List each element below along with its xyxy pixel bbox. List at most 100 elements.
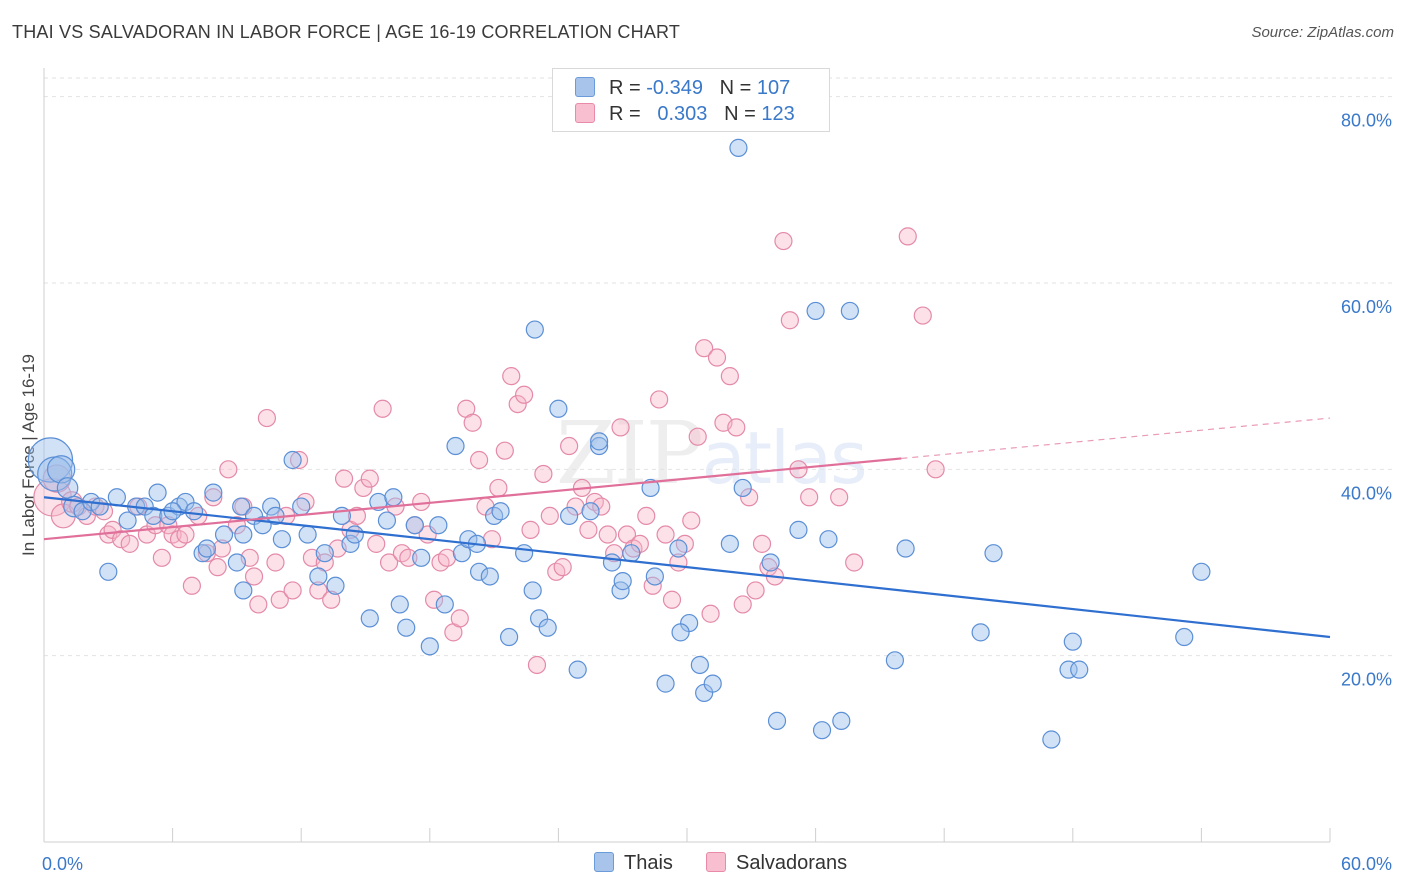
bottom-legend-label-thais: Thais [624, 852, 673, 874]
thai-point [283, 450, 302, 470]
thai-point [885, 651, 905, 670]
thai-point [1042, 730, 1061, 749]
salvadoran-point [534, 464, 553, 484]
legend-r-value-thais: -0.349 [646, 77, 703, 99]
salvadoran-point [707, 348, 727, 367]
salvadoran-point [412, 492, 431, 512]
salvadoran-point [244, 567, 264, 586]
thai-point [656, 674, 675, 693]
salvadoran-point [650, 390, 669, 409]
salvadoran-point [560, 436, 579, 456]
salvadoran-point [469, 450, 489, 470]
legend-n-label: N = [724, 103, 756, 125]
thai-point [469, 562, 489, 581]
salvadoran-point [176, 525, 195, 544]
thai-point [345, 525, 364, 544]
thai-point [971, 623, 990, 642]
watermark-logo: ZIPatlas [556, 404, 868, 504]
salvadoran-point [733, 595, 752, 614]
salvadoran-point [495, 441, 514, 460]
thai-point [360, 609, 379, 628]
salvadoran-point [283, 581, 302, 600]
thai-point [1059, 660, 1078, 679]
thai-point [622, 544, 641, 563]
thai-point [56, 477, 79, 499]
salvadoran-point [152, 548, 171, 567]
thai-point [118, 511, 137, 530]
bottom-legend-label-salvadorans: Salvadorans [736, 852, 848, 874]
salvadoran-point [309, 581, 328, 600]
thai-point [538, 618, 557, 637]
legend-n-label: N = [719, 77, 752, 99]
salvadoran-point [322, 590, 341, 609]
thai-point [405, 516, 424, 535]
thai-point [326, 576, 345, 595]
thai-point [840, 301, 859, 321]
watermark-atlas: atlas [701, 416, 868, 500]
legend-row-salvadorans: R = 0.303 N = 123 [575, 103, 795, 125]
thai-point [184, 502, 204, 521]
thai-point [896, 539, 915, 558]
legend-row-thais: R = -0.349 N = 107 [575, 77, 790, 99]
salvadoran-point [112, 530, 131, 549]
correlation-legend: R = -0.349 N = 107 R = 0.303 N = 123 [552, 68, 830, 132]
thai-point [581, 502, 600, 521]
thai-point [690, 655, 709, 675]
legend-r-label: R = [609, 103, 641, 125]
thai-point [602, 553, 622, 572]
thai-point [806, 301, 825, 321]
salvadoran-point [360, 469, 379, 488]
salvadoran-point [204, 488, 223, 507]
x-tick-label: 60.0% [1341, 854, 1392, 874]
thai-point [641, 478, 660, 498]
y-tick-label: 20.0% [1341, 670, 1392, 690]
source-note: Source: ZipAtlas.com [1251, 24, 1394, 41]
thai-point [703, 674, 722, 693]
thai-point [46, 455, 76, 484]
thai-point [1063, 632, 1082, 651]
thai-point [515, 544, 534, 563]
salvadoran-point [399, 548, 418, 567]
salvadoran-point [926, 460, 945, 479]
thai-point [390, 595, 409, 614]
thai-point [549, 399, 568, 418]
legend-n-value-salvadorans: 123 [761, 103, 795, 125]
thai-point [227, 553, 246, 572]
thai-point [298, 525, 317, 544]
thai-point [500, 627, 519, 647]
salvadoran-point [592, 497, 611, 516]
y-tick-label: 60.0% [1341, 297, 1392, 317]
salvadoran-point [379, 553, 399, 572]
thai-point [214, 525, 234, 544]
thai-point [1192, 562, 1211, 581]
salvadoran-point [727, 418, 746, 437]
thai-point [384, 488, 403, 507]
thai-point [197, 539, 216, 558]
thai-trend-line [43, 496, 1331, 639]
thai-point [377, 511, 397, 530]
bottom-legend-swatch-thais [594, 852, 614, 872]
thai-point [107, 488, 126, 507]
salvadoran-point [289, 450, 309, 470]
thai-point [341, 534, 360, 553]
thai-point [613, 572, 632, 591]
thai-point [560, 506, 579, 526]
thai-point [27, 437, 74, 483]
thai-point [491, 502, 510, 521]
thai-point [272, 530, 292, 549]
bottom-legend-salvadorans: Salvadorans [706, 852, 847, 875]
salvadoran-point [515, 385, 534, 404]
thai-point [761, 553, 780, 572]
thai-point [148, 483, 167, 502]
legend-r-value-salvadorans: 0.303 [657, 103, 708, 125]
thai-point [1175, 627, 1194, 647]
thai-point [645, 567, 664, 586]
legend-swatch-thais [575, 77, 595, 97]
thai-point [412, 548, 431, 567]
legend-n-value-thais: 107 [756, 77, 791, 99]
salvadoran-point [898, 227, 917, 246]
salvadoran-point [373, 399, 392, 418]
thai-point [720, 534, 739, 553]
thai-point [292, 497, 311, 516]
thai-point [812, 721, 832, 740]
